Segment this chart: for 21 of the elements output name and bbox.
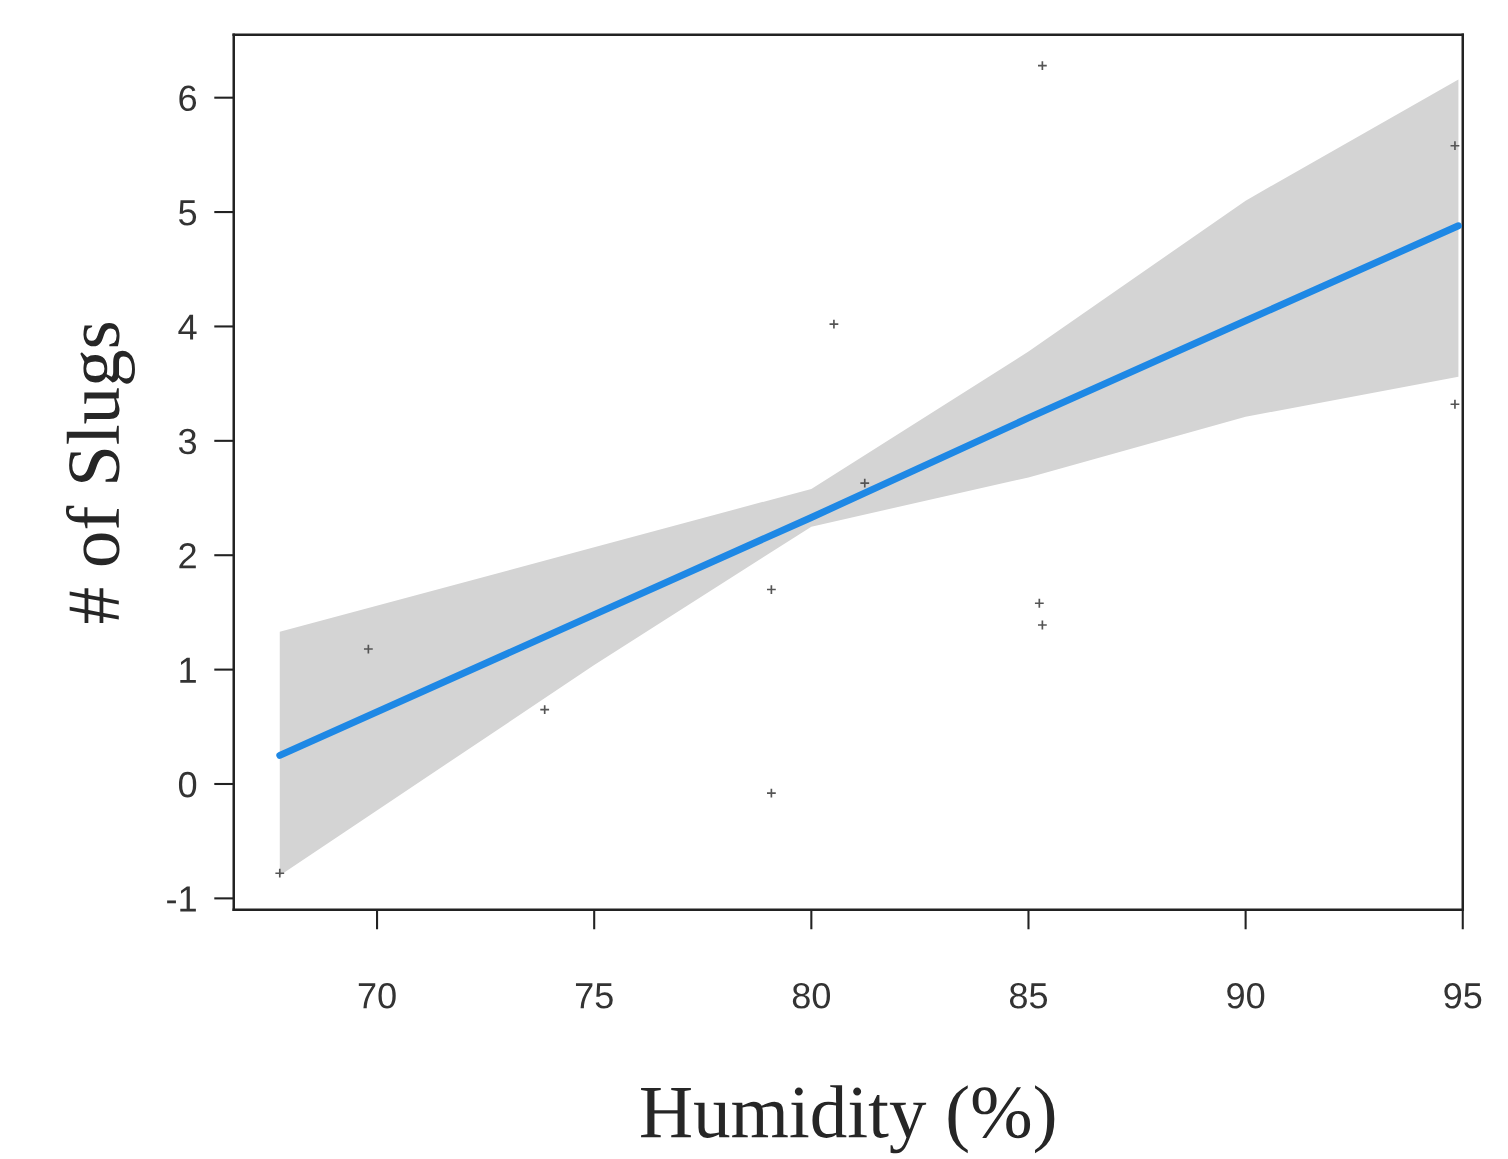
x-tick-label: 80 bbox=[792, 982, 831, 1009]
y-tick-label: 3 bbox=[178, 428, 197, 455]
y-tick-label: -1 bbox=[167, 886, 196, 912]
x-tick-label: 85 bbox=[1009, 982, 1048, 1009]
y-tick-label: 1 bbox=[180, 657, 196, 683]
x-tick-label: 90 bbox=[1227, 982, 1265, 1009]
y-tick-label: 4 bbox=[178, 314, 197, 340]
y-tick-label: 0 bbox=[178, 771, 197, 798]
point bbox=[828, 318, 840, 330]
x-tick-label: 95 bbox=[1444, 982, 1482, 1009]
y-tick-label: 2 bbox=[179, 543, 196, 569]
x-axis-title: Humidity (%) bbox=[641, 1085, 1055, 1154]
x-tick-label: 75 bbox=[575, 983, 613, 1009]
y-tick-label: 5 bbox=[178, 200, 197, 226]
point bbox=[859, 477, 870, 489]
point bbox=[1449, 140, 1461, 151]
y-axis-title: # of Slugs bbox=[65, 322, 135, 624]
x-tick-label: 70 bbox=[358, 982, 396, 1009]
point bbox=[1449, 399, 1461, 410]
y-tick-label: 6 bbox=[179, 85, 197, 112]
point bbox=[274, 867, 286, 879]
